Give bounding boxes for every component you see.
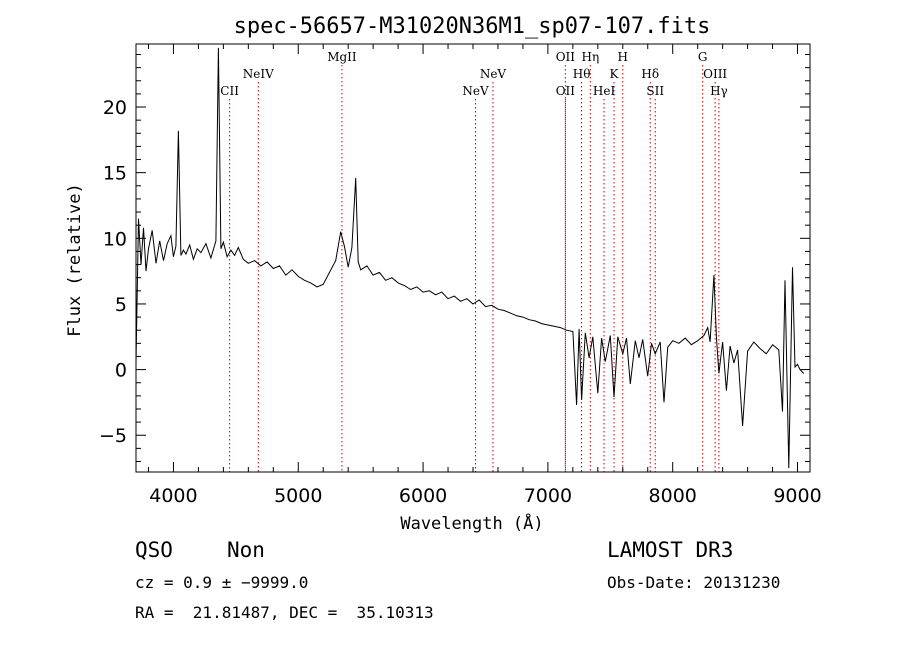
y-tick-label: 20 xyxy=(103,97,127,119)
y-axis-label: Flux (relative) xyxy=(65,183,85,337)
emission-line-label: HeI xyxy=(593,84,616,98)
emission-line-label: CII xyxy=(220,84,239,98)
emission-line-label: K xyxy=(610,67,620,81)
chart-title: spec-56657-M31020N36M1_sp07-107.fits xyxy=(234,14,711,39)
coordinates: RA = 21.81487, DEC = 35.10313 xyxy=(135,603,434,622)
x-tick-label: 8000 xyxy=(649,485,697,507)
spectrum-series-line xyxy=(135,47,805,469)
y-tick-label: 10 xyxy=(103,228,127,250)
emission-line-label: SII xyxy=(646,84,664,98)
emission-line-label: Hγ xyxy=(710,84,728,98)
x-tick-label: 4000 xyxy=(149,485,197,507)
emission-line-label: Hδ xyxy=(641,67,659,81)
redshift-cz: cz = 0.9 ± −9999.0 xyxy=(135,573,309,592)
y-tick-label: 0 xyxy=(115,360,127,382)
object-subclass: Non xyxy=(227,538,265,562)
observation-date: Obs-Date: 20131230 xyxy=(607,573,781,592)
y-tick-label: −5 xyxy=(99,425,127,447)
y-axis: −5 0 5 10 15 20 xyxy=(99,54,810,462)
y-tick-label: 15 xyxy=(103,163,127,185)
emission-line-markers xyxy=(229,65,720,472)
y-tick-label: 5 xyxy=(115,294,127,316)
emission-line-label: H xyxy=(618,50,628,64)
x-axis: 4000 5000 6000 7000 8000 9000 xyxy=(147,44,822,507)
emission-line-label: G xyxy=(698,50,708,64)
x-axis-label: Wavelength (Å) xyxy=(400,512,543,534)
object-class: QSO xyxy=(135,538,173,562)
x-tick-label: 9000 xyxy=(773,485,821,507)
emission-line-label: OIII xyxy=(703,67,727,81)
emission-line-label: Hθ xyxy=(573,67,591,81)
emission-line-label: OII xyxy=(556,84,576,98)
emission-line-label: NeV xyxy=(462,84,489,98)
emission-line-label: NeV xyxy=(480,67,507,81)
emission-line-label: OII xyxy=(556,50,576,64)
emission-line-label: Hη xyxy=(581,50,599,64)
emission-line-labels: CII NeIV MgII NeV NeV OII OII Hθ Hη HeI KH Hδ SII G OI… xyxy=(220,50,727,98)
emission-line-label: NeIV xyxy=(243,67,274,81)
x-tick-label: 7000 xyxy=(524,485,572,507)
plot-frame xyxy=(135,43,811,473)
emission-line-label: MgII xyxy=(327,50,357,64)
x-tick-label: 6000 xyxy=(399,485,447,507)
survey-name: LAMOST DR3 xyxy=(607,538,734,562)
x-tick-label: 5000 xyxy=(274,485,322,507)
